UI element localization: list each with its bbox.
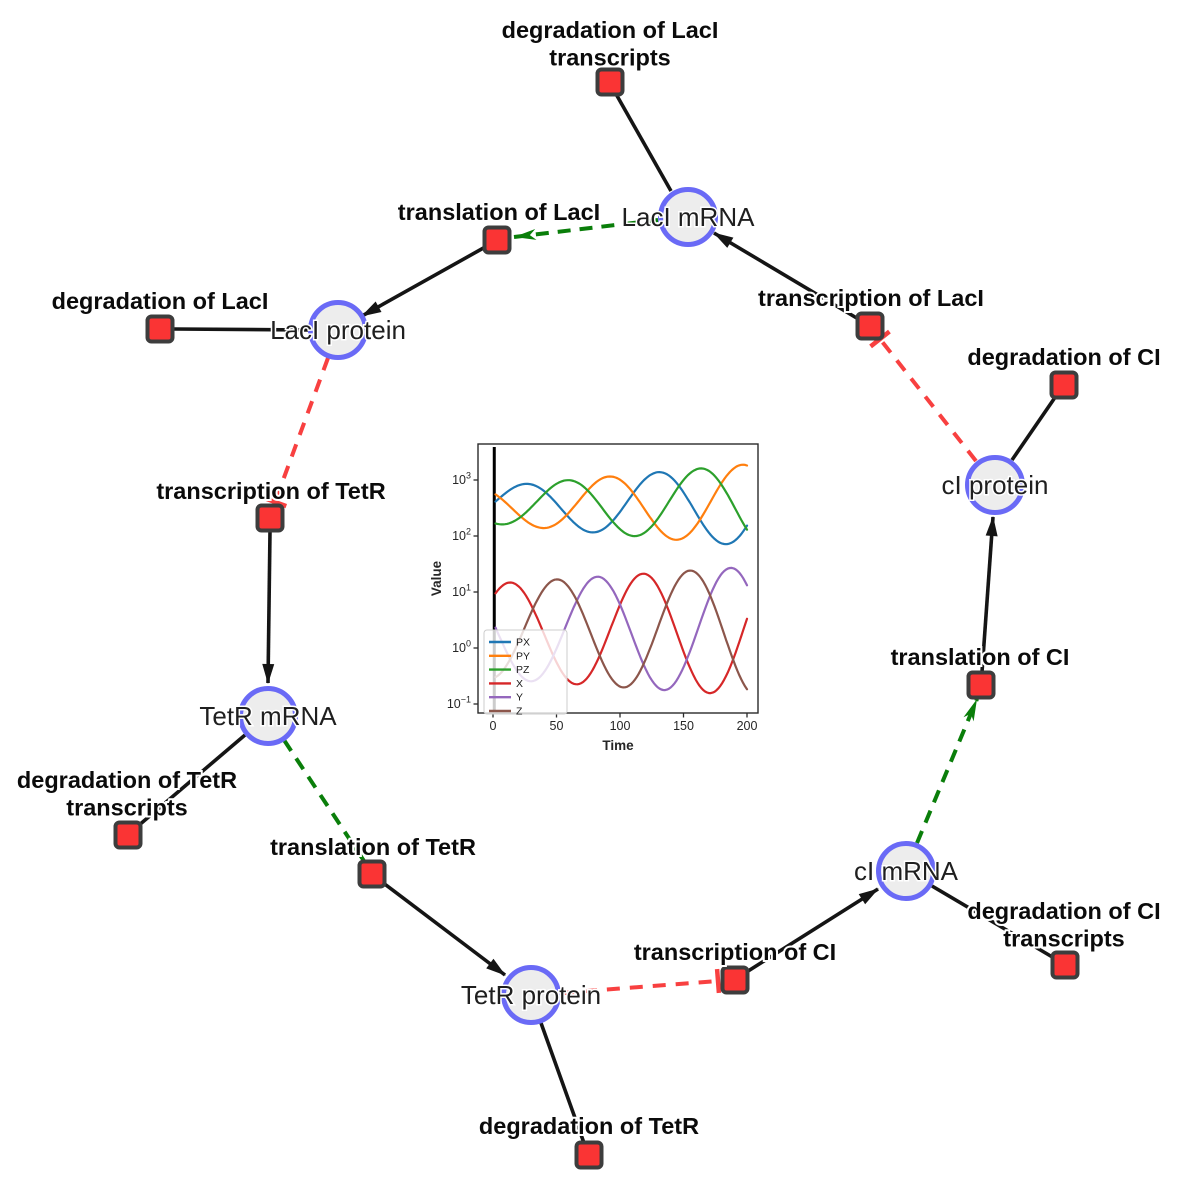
plot-y-axis-title: Value: [430, 560, 444, 596]
series-curve-PX: [494, 470, 749, 546]
reaction-label-transcription-laci: transcription of LacI: [758, 285, 984, 311]
edge-transcription-ci-to-ci-mrna: [744, 887, 879, 975]
legend-label-Z: Z: [516, 706, 523, 718]
legend-label-PY: PY: [516, 650, 530, 662]
y-tick-label-1e2: 102: [452, 527, 471, 544]
species-node-tetr-protein[interactable]: [501, 965, 561, 1025]
node-layer: [113, 67, 1080, 1170]
edge-ci-protein-to-transcription-laci: [869, 329, 978, 463]
legend-label-PZ: PZ: [516, 664, 530, 676]
legend-label-PX: PX: [516, 637, 530, 649]
species-node-ci-mrna[interactable]: [876, 841, 936, 901]
species-node-tetr-mrna[interactable]: [238, 686, 298, 746]
reaction-node-deg-tetr[interactable]: [574, 1140, 604, 1170]
reaction-label-translation-laci: translation of LacI: [398, 199, 600, 225]
reaction-label-deg-laci: degradation of LacI: [52, 288, 269, 314]
reaction-label-translation-tetr: translation of TetR: [270, 834, 476, 860]
reaction-label-deg-laci-transcripts-line1: degradation of LacI: [502, 17, 719, 43]
x-tick-label-150: 150: [673, 719, 694, 733]
reaction-node-transcription-ci[interactable]: [720, 965, 750, 995]
reaction-label-deg-laci-transcripts-line2: transcripts: [549, 45, 670, 71]
y-tick-label-1e-1: 10−1: [447, 695, 471, 712]
edge-tetr-protein-to-deg-tetr: [539, 1022, 586, 1144]
reaction-node-deg-laci-transcripts[interactable]: [595, 67, 625, 97]
species-node-laci-protein[interactable]: [308, 300, 368, 360]
series-curve-PZ: [494, 467, 749, 538]
edge-layer: [136, 93, 1058, 1144]
edge-deg-laci-transcripts-to-laci-mrna: [614, 93, 673, 192]
plot-legend-box: [483, 629, 568, 715]
edge-laci-protein-to-transcription-tetr: [262, 357, 330, 509]
x-tick-label-50: 50: [550, 719, 564, 733]
reaction-node-translation-laci[interactable]: [482, 225, 512, 255]
edge-transcription-tetr-to-tetr-mrna: [262, 530, 275, 684]
series-curve-X: [494, 572, 749, 695]
species-node-laci-mrna[interactable]: [658, 187, 718, 247]
species-label-ci-protein: cI protein: [942, 470, 1049, 500]
edge-tetr-mrna-to-deg-tetr-transcripts: [136, 733, 247, 828]
series-curve-Z: [494, 569, 749, 691]
y-tick-label-1e0: 100: [452, 639, 471, 656]
x-tick-label-0: 0: [490, 719, 497, 733]
reaction-label-transcription-ci: transcription of CI: [634, 939, 836, 965]
time-course-inset-plot: 0 50 100 150 200 10−1 100 101 102 103 Time Value PX P…: [429, 428, 775, 768]
edge-ci-mrna-to-translation-ci: [915, 698, 979, 844]
reaction-label-deg-ci-transcripts-line2: transcripts: [1003, 926, 1124, 952]
reaction-label-transcription-tetr: transcription of TetR: [156, 478, 385, 504]
edge-ci-mrna-to-deg-ci-transcripts: [931, 884, 1055, 960]
plot-x-axis-title: Time: [602, 738, 634, 753]
species-label-tetr-mrna: TetR mRNA: [199, 701, 337, 731]
reaction-label-deg-tetr: degradation of TetR: [479, 1113, 699, 1139]
edge-translation-laci-to-laci-protein: [361, 244, 488, 318]
reaction-node-deg-ci-transcripts[interactable]: [1050, 950, 1080, 980]
reaction-label-translation-ci: translation of CI: [891, 644, 1070, 670]
reaction-node-deg-tetr-transcripts[interactable]: [113, 820, 143, 850]
reaction-label-deg-tetr-transcripts-line2: transcripts: [66, 795, 187, 821]
edge-ci-protein-to-deg-ci: [1010, 394, 1058, 462]
species-node-ci-protein[interactable]: [965, 455, 1025, 515]
x-tick-label-100: 100: [610, 719, 631, 733]
reaction-node-translation-ci[interactable]: [966, 670, 996, 700]
edge-tetr-mrna-to-translation-tetr: [282, 738, 366, 863]
reaction-node-deg-laci[interactable]: [145, 314, 175, 344]
reaction-node-deg-ci[interactable]: [1049, 370, 1079, 400]
edge-transcription-laci-to-laci-mrna: [713, 231, 861, 322]
legend-label-X: X: [516, 678, 523, 690]
edge-tetr-protein-to-transcription-ci: [560, 968, 722, 995]
plot-frame: [477, 443, 759, 714]
y-tick-label-1e1: 101: [452, 583, 471, 600]
time-course-chart: 0 50 100 150 20010−1100101102103TimeValuePXP…: [429, 443, 759, 753]
label-layer: degradation of LacItranscriptstranslatio…: [15, 15, 1163, 1141]
y-tick-label-1e3: 103: [452, 471, 471, 488]
reaction-node-translation-tetr[interactable]: [357, 859, 387, 889]
edge-laci-protein-to-deg-laci: [173, 327, 309, 332]
species-label-tetr-protein: TetR protein: [461, 980, 601, 1010]
series-curve-PY: [494, 463, 749, 541]
reaction-label-deg-ci: degradation of CI: [967, 344, 1160, 370]
x-tick-label-200: 200: [737, 719, 758, 733]
reaction-node-transcription-tetr[interactable]: [255, 503, 285, 533]
reaction-label-deg-ci-transcripts-line1: degradation of CI: [967, 898, 1160, 924]
reaction-label-deg-tetr-transcripts-line1: degradation of TetR: [17, 767, 237, 793]
edge-translation-tetr-to-tetr-protein: [380, 880, 507, 977]
species-label-ci-mrna: cI mRNA: [854, 856, 959, 886]
legend-label-Y: Y: [516, 692, 523, 704]
edge-laci-mrna-to-translation-laci: [513, 218, 659, 240]
species-label-laci-protein: LacI protein: [270, 315, 406, 345]
species-label-laci-mrna: LacI mRNA: [622, 202, 756, 232]
reaction-node-transcription-laci[interactable]: [855, 311, 885, 341]
edge-translation-ci-to-ci-protein: [980, 516, 998, 673]
